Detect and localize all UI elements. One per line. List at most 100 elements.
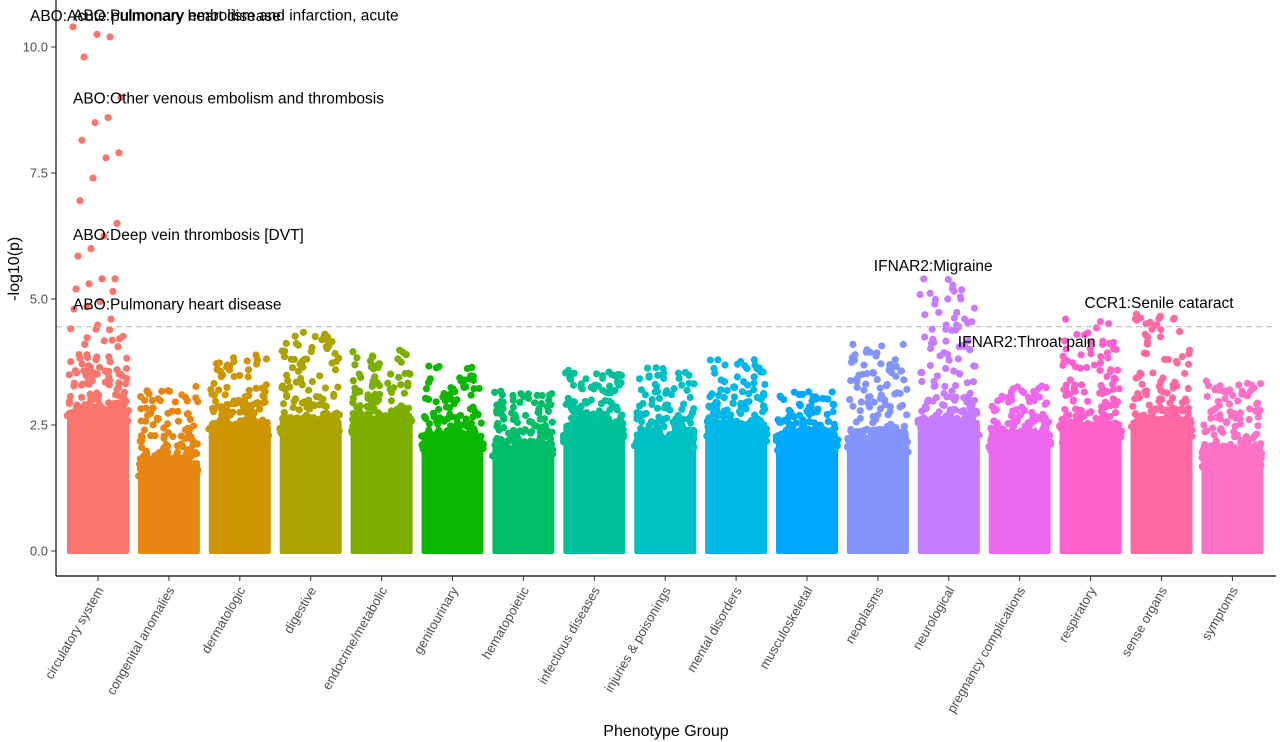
annotation-label: ABO:Acute pulmonary heart disease xyxy=(30,8,281,25)
point xyxy=(1225,400,1234,408)
points-hematopoietic xyxy=(488,387,557,554)
point xyxy=(857,398,865,406)
point xyxy=(113,366,121,374)
point xyxy=(563,422,571,430)
point xyxy=(662,389,670,397)
point xyxy=(291,332,299,340)
point xyxy=(953,308,961,317)
point xyxy=(805,403,814,411)
point xyxy=(351,388,359,397)
point xyxy=(745,397,753,406)
point xyxy=(471,438,479,446)
point xyxy=(559,431,568,439)
point xyxy=(605,389,613,397)
point xyxy=(774,416,782,424)
point xyxy=(1092,324,1101,332)
point xyxy=(1056,422,1064,430)
point xyxy=(304,425,312,433)
point xyxy=(516,398,524,406)
point xyxy=(143,387,151,395)
point xyxy=(223,383,231,392)
point xyxy=(1038,427,1046,435)
point xyxy=(1204,382,1213,390)
point xyxy=(759,408,767,416)
point xyxy=(1034,384,1043,393)
point xyxy=(671,443,679,451)
point xyxy=(899,340,907,349)
point xyxy=(944,275,952,284)
point xyxy=(280,400,288,408)
point xyxy=(174,417,183,425)
point xyxy=(286,383,294,391)
point xyxy=(926,289,934,297)
point xyxy=(124,408,132,416)
point xyxy=(674,411,682,420)
point xyxy=(536,415,544,423)
point xyxy=(425,420,434,428)
point xyxy=(1042,384,1050,392)
point xyxy=(876,384,884,392)
point xyxy=(537,448,545,456)
point xyxy=(1090,361,1098,369)
point xyxy=(509,396,517,404)
point xyxy=(1181,395,1190,403)
point xyxy=(194,398,202,406)
point xyxy=(442,403,451,411)
point xyxy=(440,439,449,447)
point xyxy=(712,406,721,414)
point xyxy=(402,351,410,359)
y-tick-label: 2.5 xyxy=(30,418,48,433)
point xyxy=(453,396,461,404)
point xyxy=(864,436,872,444)
point xyxy=(874,411,882,419)
point xyxy=(729,399,737,408)
point xyxy=(828,388,836,396)
point xyxy=(951,396,959,404)
point xyxy=(942,337,950,345)
point xyxy=(1087,350,1095,358)
point xyxy=(255,405,264,413)
point xyxy=(119,394,127,403)
point xyxy=(665,437,674,446)
point xyxy=(432,364,441,372)
point xyxy=(830,420,838,428)
point xyxy=(171,398,179,406)
point xyxy=(1028,408,1036,417)
point xyxy=(614,379,622,388)
point xyxy=(992,441,1000,449)
point-cloud xyxy=(421,435,484,554)
point xyxy=(898,434,906,442)
point-cloud xyxy=(776,435,838,554)
points-mental-disorders xyxy=(703,356,771,554)
point xyxy=(246,404,254,412)
point xyxy=(381,426,389,434)
point xyxy=(262,421,270,430)
point xyxy=(816,448,824,457)
point xyxy=(750,379,758,387)
x-tick-label: musculoskeletal xyxy=(756,584,815,672)
point xyxy=(953,414,961,422)
point xyxy=(663,401,672,409)
point xyxy=(113,386,121,394)
point xyxy=(1136,369,1144,377)
point xyxy=(948,326,956,335)
point xyxy=(296,433,304,441)
point xyxy=(174,407,182,416)
point xyxy=(548,390,556,398)
point xyxy=(569,398,577,406)
point xyxy=(834,436,842,444)
point xyxy=(1160,419,1168,427)
point xyxy=(1107,366,1115,374)
point xyxy=(958,286,966,294)
point xyxy=(93,321,102,329)
point xyxy=(279,415,288,423)
point xyxy=(530,421,539,429)
point xyxy=(1245,455,1253,463)
point xyxy=(654,448,663,456)
point xyxy=(1133,419,1141,427)
point xyxy=(968,401,976,409)
x-tick-label: sense organs xyxy=(1118,584,1170,660)
top-point xyxy=(931,300,939,308)
point xyxy=(114,343,122,351)
point xyxy=(900,376,908,384)
